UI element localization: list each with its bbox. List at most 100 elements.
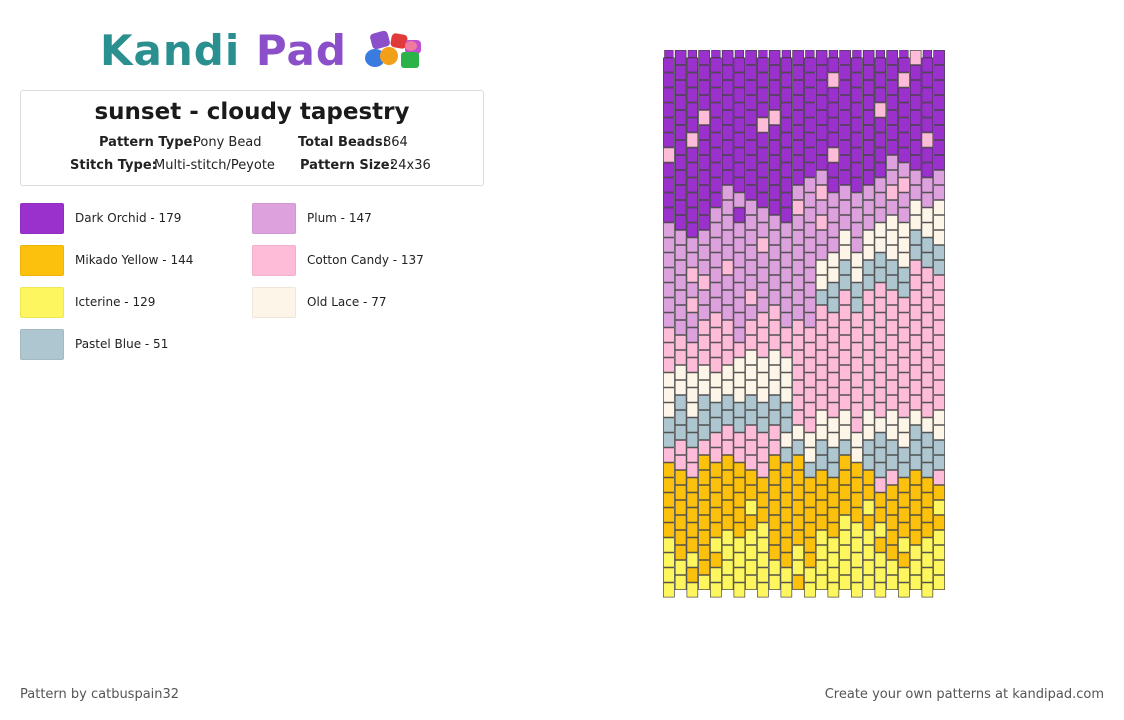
bead (710, 312, 722, 328)
bead (792, 515, 804, 530)
bead (721, 290, 734, 305)
bead (721, 470, 734, 485)
bead (757, 492, 769, 508)
bead (663, 582, 675, 598)
bead (862, 230, 875, 245)
color-swatch (20, 286, 64, 318)
bead (686, 522, 699, 538)
bead (721, 230, 734, 245)
bead (780, 207, 793, 223)
bead (862, 290, 875, 305)
bead (933, 170, 945, 185)
bead (792, 485, 804, 500)
bead (921, 417, 934, 433)
bead (827, 477, 840, 493)
bead (686, 567, 699, 583)
bead (827, 207, 840, 223)
bead (921, 267, 934, 283)
bead (780, 252, 793, 268)
bead (874, 237, 887, 253)
bead (851, 147, 863, 163)
bead (663, 282, 675, 298)
bead (851, 72, 863, 88)
bead (663, 192, 675, 208)
bead (851, 57, 863, 73)
bead (804, 147, 816, 163)
bead (710, 522, 722, 538)
bead (874, 327, 887, 343)
bead (663, 492, 675, 508)
bead (874, 177, 887, 193)
bead (827, 357, 840, 373)
details-row-1: Pattern Type: Pony Bead Total Beads: 864 (21, 135, 483, 153)
bead (710, 342, 722, 358)
bead (815, 335, 828, 350)
bead (804, 387, 816, 403)
bead (768, 95, 781, 110)
bead (851, 297, 863, 313)
bead (886, 215, 898, 230)
bead (886, 185, 898, 200)
bead (815, 470, 828, 485)
pattern-type-label: Pattern Type: (99, 135, 198, 150)
logo-word-kandi: Kandi (100, 25, 241, 75)
bead (933, 500, 945, 515)
bead (886, 500, 898, 515)
bead (933, 260, 945, 275)
bead (839, 245, 851, 260)
bead (663, 552, 675, 568)
bead (898, 192, 910, 208)
bead (663, 177, 675, 193)
pattern-info-card: sunset - cloudy tapestry Pattern Type: P… (20, 90, 484, 186)
bead (839, 530, 851, 545)
bead (780, 177, 793, 193)
bead (862, 200, 875, 215)
bead (757, 372, 769, 388)
bead (721, 500, 734, 515)
pattern-type-value: Pony Bead (193, 135, 262, 150)
bead (851, 372, 863, 388)
bead (874, 402, 887, 418)
bead (663, 357, 675, 373)
bead (663, 102, 675, 118)
bead (827, 57, 840, 73)
bead (745, 95, 757, 110)
bead (827, 162, 840, 178)
color-swatch (252, 202, 296, 234)
bead (804, 222, 816, 238)
bead (757, 552, 769, 568)
bead (710, 357, 722, 373)
bead (663, 57, 675, 73)
bead (909, 305, 922, 320)
bead (874, 147, 887, 163)
bead (839, 365, 851, 380)
bead (733, 192, 746, 208)
bead (780, 387, 793, 403)
bead (757, 567, 769, 583)
bead (792, 125, 804, 140)
bead (757, 207, 769, 223)
bead (721, 560, 734, 575)
bead (674, 230, 687, 245)
bead (745, 440, 757, 455)
bead (757, 297, 769, 313)
bead (663, 147, 675, 163)
bead (909, 170, 922, 185)
bead (686, 132, 699, 148)
bead (768, 200, 781, 215)
bead (721, 410, 734, 425)
bead (757, 177, 769, 193)
bead (804, 252, 816, 268)
bead (698, 515, 710, 530)
kandi-pad-logo[interactable]: Kandi Pad (100, 24, 431, 76)
bead (698, 530, 710, 545)
bead (757, 402, 769, 418)
bead (921, 282, 934, 298)
bead (815, 110, 828, 125)
bead (710, 477, 722, 493)
bead (674, 335, 687, 350)
bead (757, 132, 769, 148)
bead (898, 252, 910, 268)
kandipad-link[interactable]: Create your own patterns at kandipad.com (824, 687, 1104, 702)
bead (804, 582, 816, 598)
